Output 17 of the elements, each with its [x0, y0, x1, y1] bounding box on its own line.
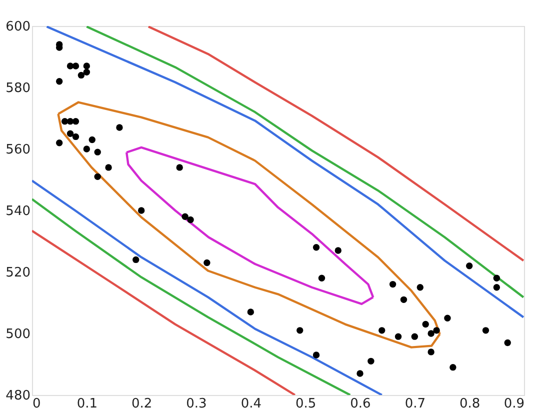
- y-tick-label: 540: [6, 204, 30, 219]
- x-tick-label: 0.7: [404, 396, 426, 412]
- x-tick-label: 0.1: [76, 396, 98, 412]
- y-tick-label: 600: [6, 20, 30, 34]
- x-tick-label: 0: [32, 396, 41, 412]
- y-tick-label: 560: [6, 142, 30, 158]
- x-tick-label: 0.3: [186, 396, 207, 412]
- x-tick-label: 0.9: [504, 396, 524, 412]
- x-tick-label: 0.5: [295, 396, 316, 412]
- y-tick-label: 480: [6, 388, 30, 404]
- y-tick-label: 520: [6, 266, 30, 280]
- x-tick-label: 0.4: [240, 396, 262, 412]
- y-tick-label: 580: [6, 81, 30, 96]
- x-tick-label: 0.6: [350, 396, 371, 412]
- y-tick-label: 500: [6, 327, 30, 342]
- x-tick-label: 0.2: [131, 396, 152, 412]
- x-tick-label: 0.8: [459, 396, 480, 412]
